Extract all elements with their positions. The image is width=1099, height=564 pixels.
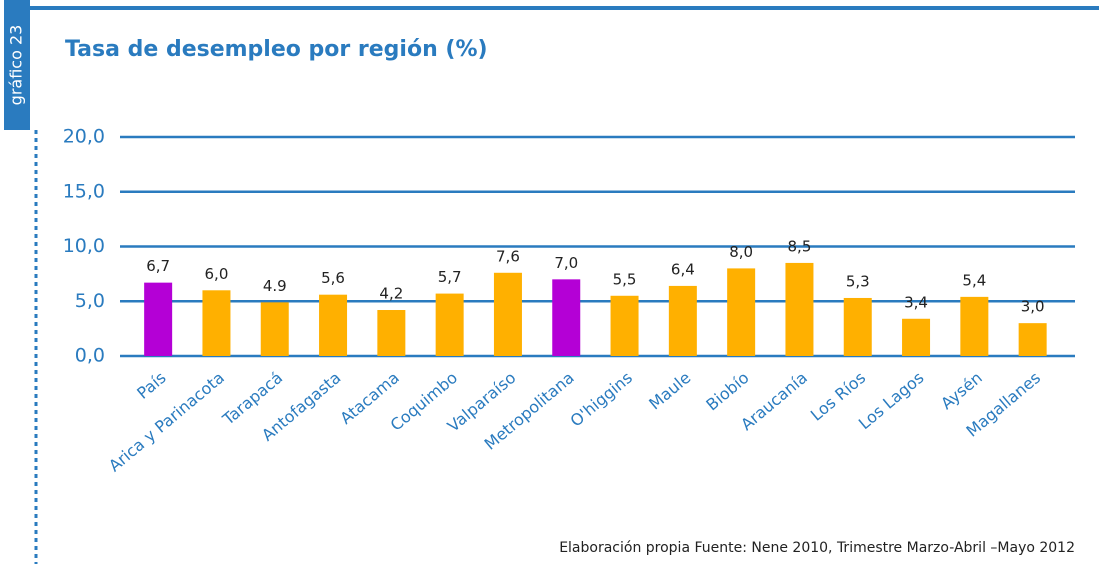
chart-title: Tasa de desempleo por región (%) (65, 37, 488, 62)
top-rule (30, 6, 1099, 10)
bar (1018, 323, 1047, 356)
bar (552, 279, 581, 356)
side-band (4, 0, 30, 130)
value-label: 7,0 (554, 254, 578, 272)
value-label: 8,5 (788, 237, 812, 255)
value-label: 8,0 (729, 243, 753, 261)
bar (435, 293, 464, 356)
value-label: 5,4 (962, 271, 986, 289)
bar (668, 285, 697, 356)
value-label: 4,2 (379, 285, 403, 303)
bar (727, 268, 756, 356)
value-label: 6,4 (671, 260, 695, 278)
y-tick-label: 15,0 (63, 180, 105, 202)
y-tick-label: 10,0 (63, 235, 105, 257)
x-tick-label: O'higgins (566, 368, 636, 431)
value-label: 6,0 (205, 265, 229, 283)
bar (319, 294, 348, 356)
x-tick-label: Los Lagos (855, 368, 928, 433)
x-tick-label: País (133, 368, 169, 403)
value-label: 6,7 (146, 257, 170, 275)
bar (493, 272, 522, 356)
value-label: 5,5 (613, 270, 637, 288)
x-tick-label: Biobío (702, 368, 752, 414)
value-label: 4.9 (263, 277, 287, 295)
bar (260, 302, 289, 356)
y-tick-label: 5,0 (75, 290, 105, 312)
bar (610, 295, 639, 356)
bar (843, 297, 872, 356)
x-tick-label: Maule (645, 368, 694, 413)
bar (785, 262, 814, 356)
value-label: 5,3 (846, 272, 870, 290)
bar (902, 318, 931, 356)
side-label: gráfico 23 (7, 25, 26, 106)
source-note: Elaboración propia Fuente: Nene 2010, Tr… (559, 540, 1075, 556)
value-label: 3,0 (1021, 298, 1045, 316)
y-tick-label: 20,0 (63, 126, 105, 148)
value-label: 7,6 (496, 247, 520, 265)
bar (960, 296, 989, 356)
y-tick-label: 0,0 (75, 345, 105, 367)
value-label: 5,7 (438, 268, 462, 286)
bar (377, 310, 406, 356)
x-tick-label: Aysén (937, 368, 986, 413)
value-label: 3,4 (904, 293, 928, 311)
bar (144, 282, 173, 356)
value-label: 5,6 (321, 269, 345, 287)
bar (202, 290, 231, 356)
